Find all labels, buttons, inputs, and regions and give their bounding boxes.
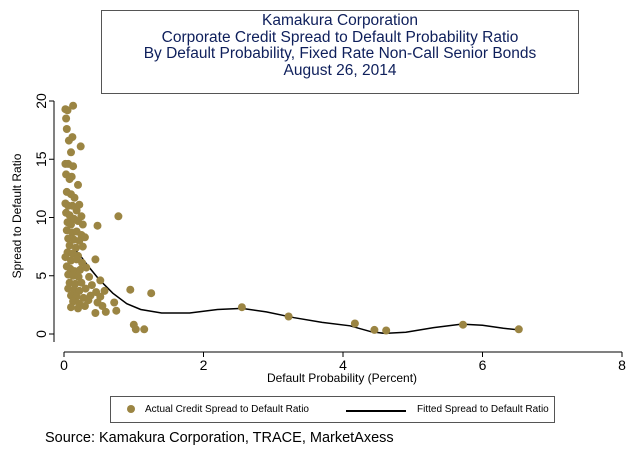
data-point [63, 106, 72, 115]
data-point [75, 200, 84, 209]
title-line-1: Kamakura Corporation [262, 12, 418, 29]
x-tick-label: 8 [618, 357, 626, 373]
data-point [140, 325, 149, 334]
title-line-4: August 26, 2014 [283, 61, 397, 79]
data-point [237, 303, 246, 312]
data-point [126, 285, 135, 294]
data-point [284, 312, 293, 321]
data-point [67, 220, 75, 229]
data-point [74, 304, 82, 313]
data-point [65, 241, 74, 250]
title-line-2: Corporate Credit Spread to Default Proba… [161, 28, 519, 46]
data-point [67, 172, 76, 181]
data-point [350, 319, 359, 328]
data-point [87, 281, 96, 290]
data-point [101, 307, 110, 316]
data-point [514, 325, 523, 334]
x-axis-title: Default Probability (Percent) [267, 371, 417, 385]
data-point [96, 276, 105, 285]
data-point [74, 180, 82, 189]
data-point [110, 298, 119, 307]
data-point [62, 114, 71, 123]
data-point [67, 148, 75, 157]
y-axis-title: Spread to Default Ratio [10, 153, 24, 278]
chart-title-box: Kamakura Corporation Corporate Credit Sp… [101, 10, 579, 94]
legend: Actual Credit Spread to Default Ratio Fi… [110, 396, 555, 423]
x-tick-label: 0 [60, 357, 68, 373]
data-point [80, 302, 89, 310]
legend-scatter-marker [127, 405, 135, 413]
data-point [71, 243, 80, 252]
title-line-3: By Default Probability, Fixed Rate Non-C… [143, 45, 537, 62]
data-point [76, 142, 85, 151]
data-point [114, 212, 123, 221]
data-point [78, 242, 87, 251]
plot-area [40, 98, 632, 350]
data-point [370, 325, 379, 334]
y-tick-label: 10 [33, 210, 49, 226]
x-tick-label: 2 [200, 357, 208, 373]
y-tick-label: 0 [33, 330, 49, 338]
data-point [100, 286, 109, 295]
y-tick-label: 15 [33, 151, 49, 167]
y-tick-label: 20 [33, 93, 49, 109]
data-point [81, 284, 90, 293]
data-point [131, 325, 140, 334]
data-point [84, 296, 93, 305]
data-point [80, 233, 89, 242]
data-point [62, 125, 71, 133]
x-tick-label: 6 [479, 357, 487, 373]
data-point [69, 162, 78, 171]
data-point [82, 263, 91, 272]
x-tick-label: 4 [339, 357, 347, 373]
source-note: Source: Kamakura Corporation, TRACE, Mar… [45, 430, 394, 446]
data-point [78, 220, 87, 229]
legend-label-fitted: Fitted Spread to Default Ratio [417, 404, 549, 415]
fitted-line [73, 248, 519, 335]
data-point [93, 221, 102, 230]
data-point [67, 303, 75, 312]
data-point [91, 255, 100, 264]
data-point [382, 326, 391, 335]
legend-label-actual: Actual Credit Spread to Default Ratio [145, 404, 309, 415]
data-point [112, 306, 121, 315]
data-point [91, 309, 100, 317]
data-point [77, 278, 86, 287]
data-point [64, 136, 73, 145]
data-point [459, 320, 467, 329]
data-point [147, 289, 156, 298]
data-point [69, 101, 78, 110]
data-point [76, 265, 84, 274]
data-point [85, 272, 94, 281]
legend-line-marker [346, 410, 406, 412]
y-tick-label: 5 [33, 272, 49, 280]
data-point [98, 302, 107, 310]
data-point [70, 193, 79, 202]
